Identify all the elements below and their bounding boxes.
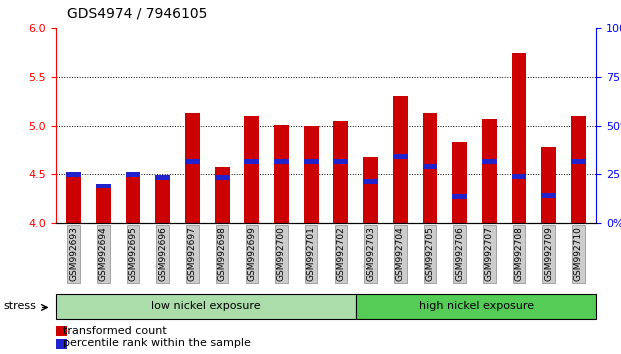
Text: GSM992706: GSM992706 [455,227,464,281]
Text: GSM992696: GSM992696 [158,227,167,281]
Bar [155,175,170,180]
Bar [66,175,81,223]
Bar [542,193,556,198]
Bar [125,172,140,177]
Bar [452,194,467,199]
Bar [96,186,111,223]
Text: GSM992697: GSM992697 [188,227,197,281]
Bar [512,53,527,223]
Bar [96,184,111,188]
Bar [571,159,586,164]
Bar [482,159,497,164]
Bar [333,159,348,164]
Bar [333,121,348,223]
Text: GSM992708: GSM992708 [514,227,524,281]
Bar [215,167,230,223]
Text: GSM992698: GSM992698 [217,227,227,281]
Bar [185,159,200,164]
Bar [125,175,140,223]
Text: GSM992695: GSM992695 [129,227,138,281]
Text: GSM992704: GSM992704 [396,227,405,281]
Bar [422,113,437,223]
Bar [512,174,527,179]
Text: GSM992693: GSM992693 [69,227,78,281]
Text: GSM992710: GSM992710 [574,227,583,281]
Bar [245,159,259,164]
Text: GDS4974 / 7946105: GDS4974 / 7946105 [66,6,207,21]
Bar [482,119,497,223]
Bar [155,177,170,223]
Bar [215,175,230,180]
Bar [363,179,378,184]
Bar [393,97,407,223]
Bar [571,116,586,223]
Text: high nickel exposure: high nickel exposure [419,301,533,311]
Bar [185,113,200,223]
Bar [542,147,556,223]
Text: GSM992694: GSM992694 [99,227,108,281]
Bar [452,142,467,223]
Text: percentile rank within the sample: percentile rank within the sample [56,338,251,348]
Bar [304,126,319,223]
Text: GSM992702: GSM992702 [337,227,345,281]
Text: GSM992705: GSM992705 [425,227,435,281]
Bar [274,125,289,223]
Text: transformed count: transformed count [56,326,166,336]
Text: GSM992709: GSM992709 [544,227,553,281]
Bar [363,157,378,223]
Bar [245,116,259,223]
Text: GSM992703: GSM992703 [366,227,375,281]
Bar [422,164,437,169]
Bar [66,172,81,177]
Text: GSM992700: GSM992700 [277,227,286,281]
Bar [393,154,407,159]
Bar [274,159,289,164]
Text: stress: stress [3,301,36,311]
Text: GSM992701: GSM992701 [307,227,315,281]
Text: GSM992699: GSM992699 [247,227,256,281]
Text: low nickel exposure: low nickel exposure [151,301,261,311]
Bar [304,159,319,164]
Text: GSM992707: GSM992707 [485,227,494,281]
